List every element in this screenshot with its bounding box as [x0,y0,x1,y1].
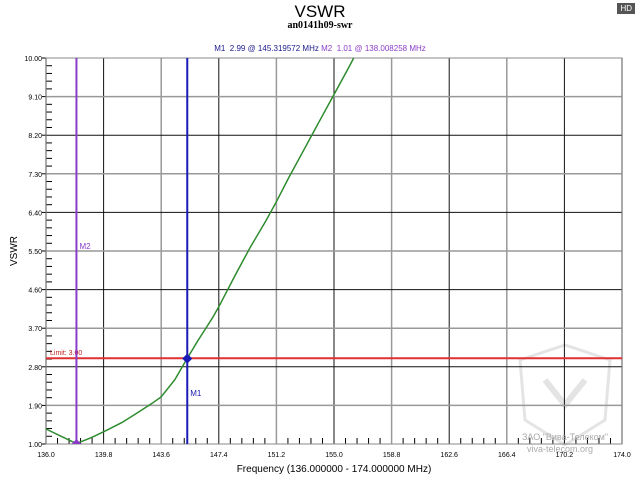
x-tick-label: 136.0 [37,452,55,459]
y-tick-label: 1.90 [28,403,42,410]
y-tick-label: 5.50 [28,249,42,256]
y-tick-label: 8.20 [28,133,42,140]
chart-subtitle: an0141h09-swr [287,20,353,31]
chart-grid [45,57,623,445]
watermark-line1: ЗАО "Вива-Телеком" [522,432,608,442]
m1-value: 2.99 @ 145.319572 MHz [229,44,319,53]
x-tick-label: 151.2 [268,452,286,459]
y-tick-label: 1.00 [28,442,42,449]
y-tick-label: 6.40 [28,210,42,217]
m2-value: 1.01 @ 138.008258 MHz [336,44,426,53]
x-tick-label: 170.2 [556,452,574,459]
y-tick-label: 2.80 [28,365,42,372]
x-tick-label: 162.6 [440,452,458,459]
y-tick-label: 9.10 [28,95,42,102]
y-axis-labels: 10.00 9.10 8.20 7.30 6.40 5.50 4.60 3.70 2.80 1.9… [24,56,42,449]
x-tick-label: 143.6 [152,452,170,459]
y-axis-title: VSWR [9,236,20,266]
vswr-curve [45,57,355,445]
x-tick-label: 139.8 [95,452,113,459]
x-axis-title: Frequency (136.000000 - 174.000000 MHz) [237,464,432,475]
marker-m2-tag: M2 [79,242,91,251]
y-tick-label: 3.70 [28,326,42,333]
markers-readout: M1 2.99 @ 145.319572 MHz M2 1.01 @ 138.0… [0,44,640,53]
x-tick-label: 155.0 [325,452,343,459]
m1-label: M1 [214,44,226,53]
x-tick-label: 158.8 [383,452,401,459]
marker-m1-point[interactable] [182,353,193,364]
marker-m2-point[interactable] [71,439,82,444]
hd-badge: HD [617,3,635,14]
y-tick-label: 4.60 [28,288,42,295]
y-tick-label: 7.30 [28,172,42,179]
x-tick-label: 166.4 [498,452,516,459]
x-axis-labels: 136.0 139.8 143.6 147.4 151.2 155.0 158.8 162.6… [37,452,631,459]
marker-m1-tag: M1 [190,389,202,398]
limit-label: Limit: 3.00 [50,350,82,357]
watermark-logo [518,343,612,447]
chart-title: VSWR [294,2,346,21]
y-tick-label: 10.00 [24,56,42,63]
m2-label: M2 [321,44,333,53]
x-tick-label: 174.0 [613,452,631,459]
plot-frame [45,57,623,445]
x-tick-label: 147.4 [210,452,228,459]
watermark-line2: viva-telecom.org [527,444,593,454]
